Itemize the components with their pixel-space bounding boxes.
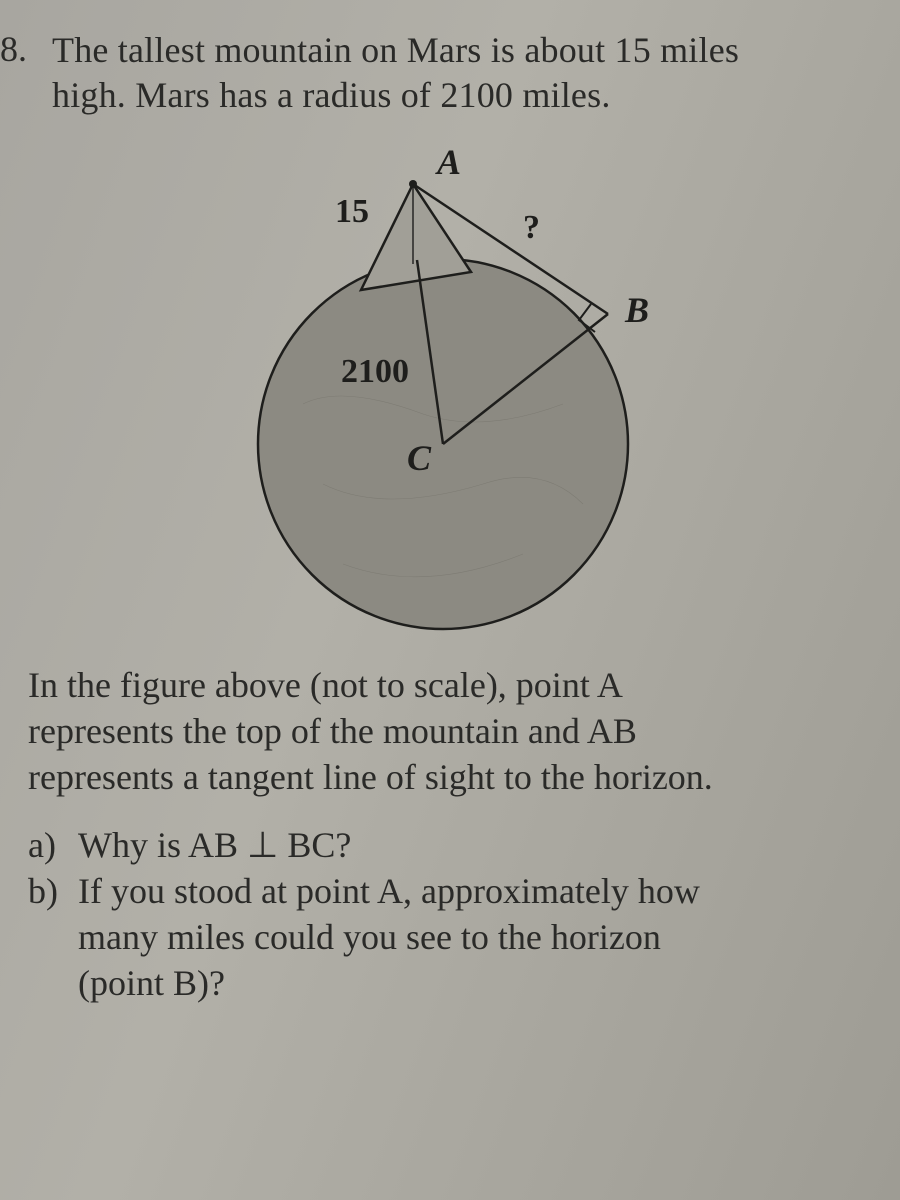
mountain [361, 184, 471, 290]
mars-diagram: A B C 15 2100 ? [213, 144, 673, 644]
subpart-a-text: Why is AB ⊥ BC? [78, 822, 878, 868]
label-b: B [624, 290, 649, 330]
caption-line-3: represents a tangent line of sight to th… [28, 757, 713, 797]
subpart-a: a) Why is AB ⊥ BC? [28, 822, 878, 868]
prompt-line-2: high. Mars has a radius of 2100 miles. [52, 75, 611, 115]
subpart-b-line-2: many miles could you see to the horizon [78, 917, 661, 957]
figure-container: A B C 15 2100 ? [0, 144, 886, 644]
subpart-b-text: If you stood at point A, approximately h… [78, 868, 878, 1006]
label-2100: 2100 [341, 353, 409, 390]
label-a: A [435, 144, 461, 182]
question-prompt: The tallest mountain on Mars is about 15… [52, 28, 886, 118]
subpart-a-label: a) [28, 822, 78, 868]
subpart-b: b) If you stood at point A, approximatel… [28, 868, 878, 1006]
page: 8. The tallest mountain on Mars is about… [0, 0, 900, 1200]
caption-line-2: represents the top of the mountain and A… [28, 711, 637, 751]
label-unknown: ? [523, 209, 540, 246]
figure-caption: In the figure above (not to scale), poin… [28, 662, 878, 800]
subpart-b-line-1: If you stood at point A, approximately h… [78, 871, 700, 911]
question-number: 8. [0, 28, 27, 70]
caption-line-1: In the figure above (not to scale), poin… [28, 665, 623, 705]
label-c: C [407, 438, 432, 478]
subpart-b-label: b) [28, 868, 78, 1006]
subpart-b-line-3: (point B)? [78, 963, 225, 1003]
subparts: a) Why is AB ⊥ BC? b) If you stood at po… [28, 822, 878, 1006]
label-15: 15 [335, 193, 369, 230]
prompt-line-1: The tallest mountain on Mars is about 15… [52, 30, 739, 70]
point-a [409, 180, 417, 188]
